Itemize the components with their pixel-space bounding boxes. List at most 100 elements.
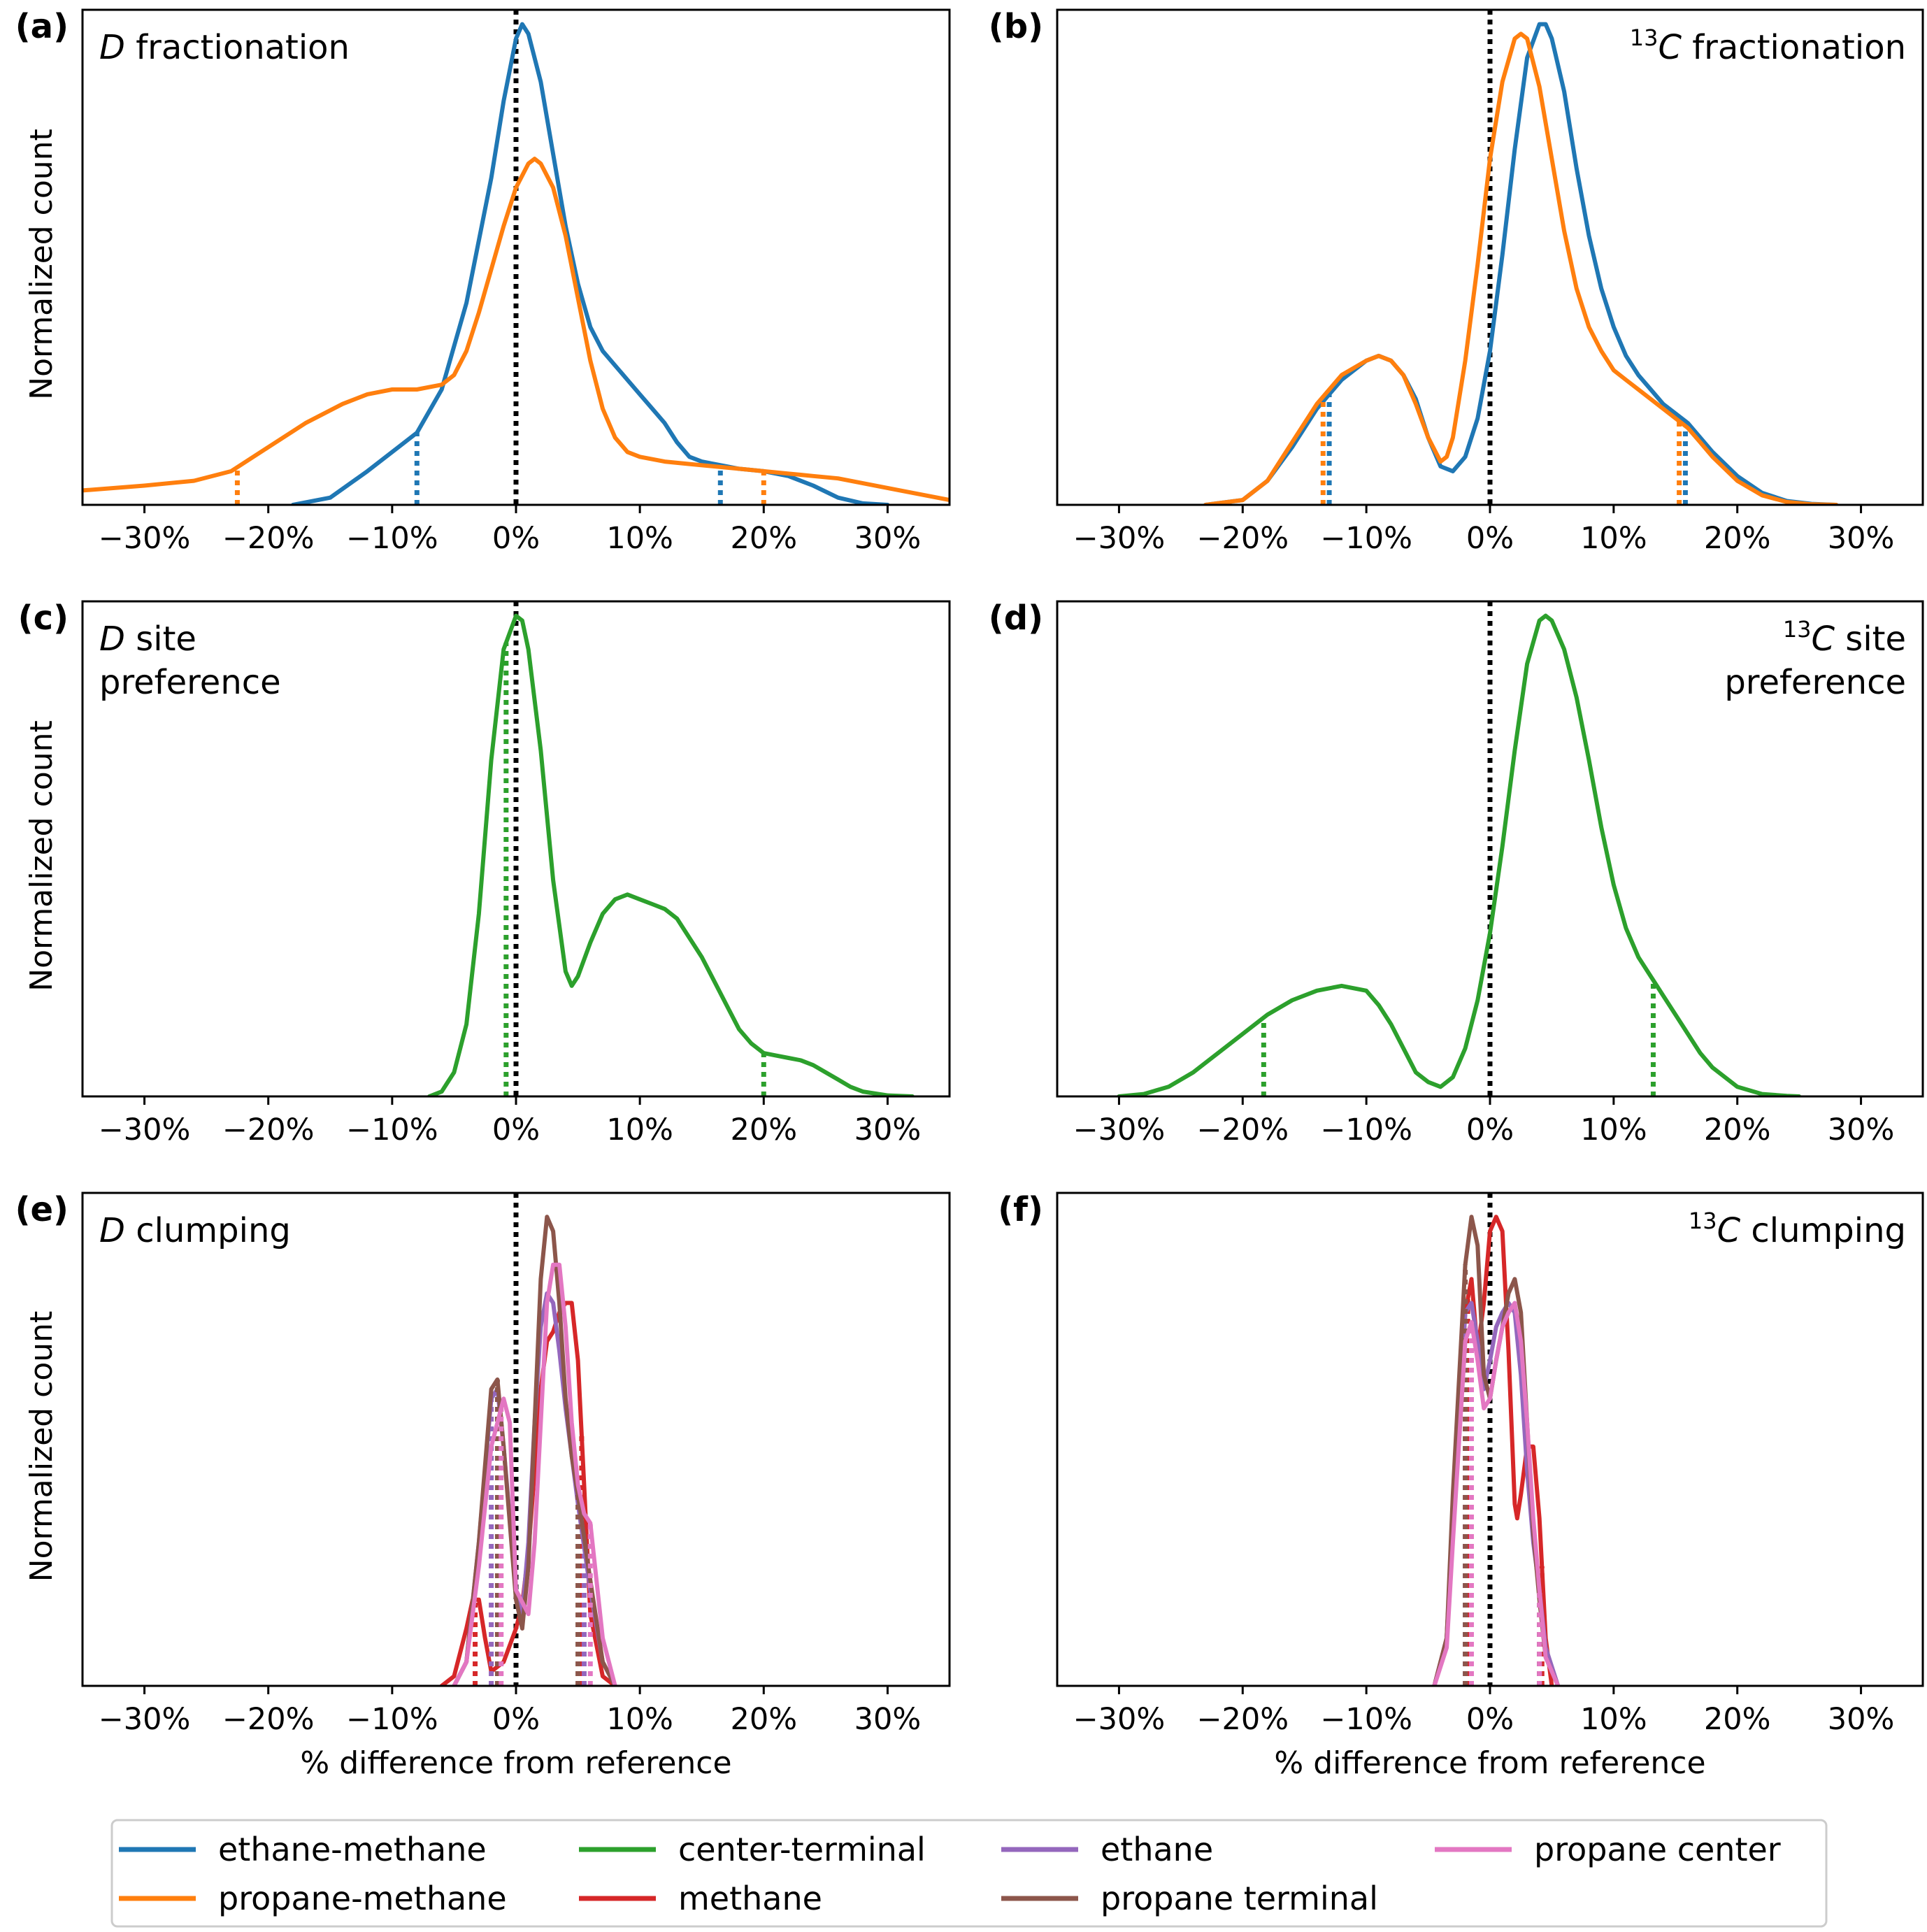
legend-label: methane — [678, 1880, 822, 1917]
x-tick-label: 30% — [1828, 521, 1895, 556]
y-axis-label: Normalized count — [24, 1311, 59, 1582]
x-tick-label: 30% — [854, 521, 922, 556]
x-tick-label: −20% — [1196, 1112, 1289, 1147]
series-line-center-terminal — [427, 613, 915, 1096]
plot-area — [1117, 613, 1802, 1096]
x-tick-label: −10% — [1320, 1112, 1412, 1147]
x-tick-label: −20% — [222, 1112, 315, 1147]
legend-item-propane-methane: propane-methane — [119, 1880, 507, 1917]
panel-e: −30% −20% −10% 0% 10% 20% 30% % difference from… — [15, 1190, 951, 1781]
x-tick-label: −30% — [1073, 1702, 1166, 1737]
legend-label: ethane-methane — [218, 1831, 487, 1868]
x-tick-label: −20% — [1196, 521, 1289, 556]
legend-item-ethane: ethane — [1001, 1831, 1213, 1868]
legend-label: propane-methane — [218, 1880, 507, 1917]
legend-label: ethane — [1101, 1831, 1213, 1868]
x-tick-label: 10% — [606, 1702, 673, 1737]
series-line-propane-center — [1432, 1301, 1561, 1686]
x-tick-label: −30% — [1073, 521, 1166, 556]
x-tick-label: 0% — [1466, 1702, 1514, 1737]
x-tick-label: 20% — [1704, 521, 1771, 556]
x-tick-label: 30% — [854, 1702, 922, 1737]
x-tick-label: 10% — [1580, 521, 1647, 556]
series-line-propane-methane — [83, 157, 950, 503]
legend-label: propane terminal — [1101, 1880, 1378, 1917]
legend-label: center-terminal — [678, 1831, 926, 1868]
panel-title: D site — [99, 620, 196, 659]
panel-letter: (d) — [989, 599, 1043, 638]
x-tick-label: 20% — [1704, 1702, 1771, 1737]
series-line-ethane-methane — [291, 22, 890, 505]
series-line-methane — [439, 1301, 617, 1686]
panel-letter: (e) — [15, 1190, 69, 1229]
x-tick-label: 30% — [854, 1112, 922, 1147]
x-tick-label: 0% — [492, 521, 540, 556]
x-tick-label: −20% — [1196, 1702, 1289, 1737]
x-tick-label: 10% — [606, 521, 673, 556]
x-tick-label: −30% — [99, 521, 191, 556]
panel-letter: (b) — [989, 7, 1043, 46]
plot-area — [1203, 22, 1839, 505]
legend-item-propane-center: propane center — [1435, 1831, 1781, 1868]
x-tick-label: 20% — [730, 521, 797, 556]
x-tick-label: −20% — [222, 521, 315, 556]
legend-item-propane-terminal: propane terminal — [1001, 1880, 1378, 1917]
series-line-propane-methane — [1203, 31, 1839, 505]
panel-f: −30% −20% −10% 0% 10% 20% 30% % difference from… — [998, 1190, 1924, 1781]
plot-area — [83, 22, 950, 505]
panel-letter: (f) — [998, 1190, 1043, 1229]
x-axis-label: % difference from reference — [300, 1745, 731, 1781]
panel-title: 13C clumping — [1689, 1208, 1906, 1250]
x-tick-label: 20% — [730, 1112, 797, 1147]
legend-item-methane: methane — [579, 1880, 822, 1917]
x-tick-label: −30% — [99, 1112, 191, 1147]
x-tick-label: 0% — [492, 1702, 540, 1737]
panel-a: −30% −20% −10% 0% 10% 20% 30% Normalized count (… — [15, 7, 951, 556]
x-tick-label: 0% — [1466, 1112, 1514, 1147]
x-tick-label: −10% — [1320, 521, 1412, 556]
legend: ethane-methane propane-methane center-term… — [110, 1819, 1828, 1928]
panel-title: 13C site — [1783, 616, 1906, 659]
panel-letter: (a) — [15, 7, 69, 46]
legend-item-center-terminal: center-terminal — [579, 1831, 926, 1868]
x-tick-label: −10% — [346, 1702, 438, 1737]
x-tick-label: 0% — [1466, 521, 1514, 556]
x-tick-label: 30% — [1828, 1112, 1895, 1147]
x-tick-label: 10% — [1580, 1112, 1647, 1147]
panel-title: 13C fractionation — [1630, 24, 1906, 67]
panel-c: −30% −20% −10% 0% 10% 20% 30% Normalized count (… — [18, 599, 951, 1147]
legend-items: ethane-methane propane-methane center-term… — [119, 1831, 1781, 1917]
panel-letter: (c) — [18, 599, 69, 638]
legend-label: propane center — [1534, 1831, 1781, 1868]
x-tick-label: 30% — [1828, 1702, 1895, 1737]
plot-area — [439, 1215, 617, 1686]
series-line-methane — [1432, 1215, 1554, 1686]
x-tick-label: −10% — [346, 521, 438, 556]
x-tick-label: 20% — [730, 1702, 797, 1737]
y-axis-label: Normalized count — [24, 720, 59, 992]
panel-title: D fractionation — [99, 28, 350, 67]
series-line-propane-center — [452, 1262, 617, 1686]
panel-title-line2: preference — [1724, 663, 1906, 702]
x-tick-label: 0% — [492, 1112, 540, 1147]
x-tick-label: −10% — [346, 1112, 438, 1147]
panel-b: −30% −20% −10% 0% 10% 20% 30% (b) 13C fractionat… — [989, 7, 1924, 556]
x-tick-label: −10% — [1320, 1702, 1412, 1737]
plot-area — [1432, 1215, 1561, 1686]
panel-title-line2: preference — [99, 663, 281, 702]
legend-item-ethane-methane: ethane-methane — [119, 1831, 487, 1868]
panel-title: D clumping — [99, 1211, 291, 1250]
x-tick-label: −20% — [222, 1702, 315, 1737]
legend-frame — [110, 1819, 1828, 1928]
x-tick-label: 10% — [606, 1112, 673, 1147]
series-line-center-terminal — [1117, 613, 1802, 1096]
plot-area — [427, 613, 915, 1096]
x-tick-label: 10% — [1580, 1702, 1647, 1737]
panels: −30% −20% −10% 0% 10% 20% 30% Normalized count (… — [15, 7, 1924, 1781]
x-tick-label: 20% — [1704, 1112, 1771, 1147]
panel-d: −30% −20% −10% 0% 10% 20% 30% (d) 13C site prefer… — [989, 599, 1924, 1147]
x-axis-label: % difference from reference — [1274, 1745, 1705, 1781]
x-tick-label: −30% — [99, 1702, 191, 1737]
y-axis-label: Normalized count — [24, 129, 59, 400]
